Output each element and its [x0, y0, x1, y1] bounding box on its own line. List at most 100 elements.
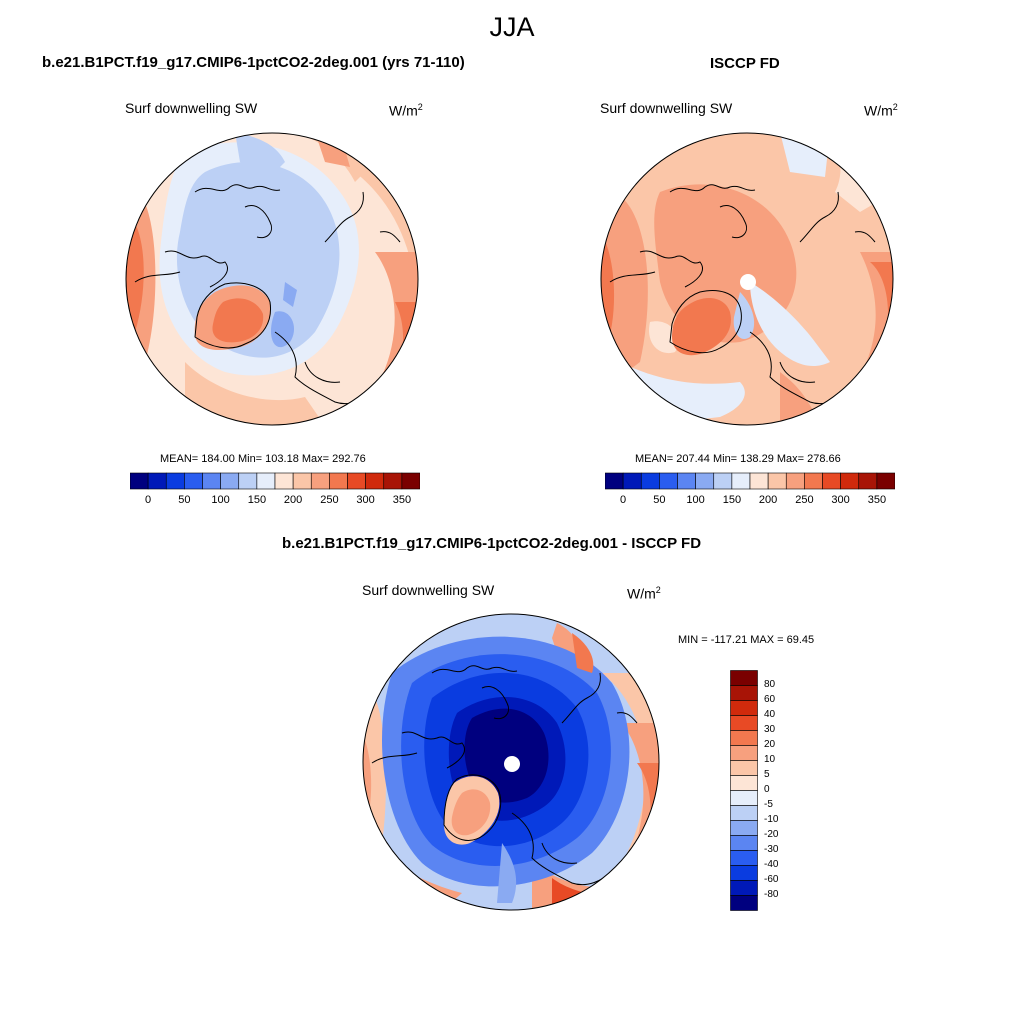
panel-2-colorbar-tick-label: 100 [686, 494, 705, 506]
panel-3-colorbar-tick-label: 30 [764, 724, 776, 735]
panel-1-colorbar-box [184, 472, 203, 490]
panel-3-colorbar-tick-label: -30 [764, 844, 779, 855]
panel-1-colorbar-tick-label: 350 [392, 494, 412, 506]
panel-1-stats: MEAN= 184.00 Min= 103.18 Max= 292.76 [160, 453, 366, 465]
panel-3-colorbar-tick-label: -40 [764, 859, 779, 870]
panel-1-colorbar-box [238, 472, 258, 490]
panel-2-colorbar-box [731, 472, 751, 490]
panel-3-colorbar [730, 670, 758, 911]
panel-3-colorbar-box [730, 850, 758, 866]
panel-3-colorbar-box [730, 835, 758, 851]
panel-1-colorbar-tick-label: 150 [247, 494, 267, 506]
panel-3-colorbar-tick-label: 20 [764, 739, 776, 750]
panel-2-colorbar-box [749, 472, 769, 490]
panel-1-units: W/m2 [389, 102, 423, 119]
panel-2-colorbar-box [605, 472, 624, 490]
panel-1-colorbar-box [274, 472, 294, 490]
panel-1-colorbar-box [165, 472, 185, 490]
panel-3-colorbar-box [730, 745, 758, 761]
panel-2-colorbar-tick-label: 0 [620, 494, 627, 506]
panel-3-colorbar-box [730, 865, 758, 881]
panel-1-variable-label: Surf downwelling SW [125, 100, 258, 116]
panel-2-colorbar-box [659, 472, 678, 490]
panel-3-colorbar-tick-label: 5 [764, 769, 770, 780]
panel-2-colorbar-tick-label: 350 [867, 494, 887, 506]
panel-3-colorbar-tick-label: -80 [764, 889, 779, 900]
panel-1-colorbar-box [202, 472, 221, 490]
panel-1-colorbar-tick-label: 200 [283, 494, 303, 506]
panel-1-colorbar-ticks: 0 50 100 150 200 250 300 350 [130, 494, 420, 510]
panel-1-colorbar-box [383, 472, 403, 490]
panel-1-colorbar-tick-label: 250 [320, 494, 339, 506]
panel-3-colorbar-ticks: 80 60 40 30 20 10 5 0 -5 -10 -20 -30 -40 -60 -80 [762, 670, 802, 911]
panel-2-colorbar-tick-label: 50 [653, 494, 666, 506]
panel-2-colorbar-box [695, 472, 715, 490]
panel-3-colorbar-tick-label: -20 [764, 829, 779, 840]
panel-3-colorbar-tick-label: 10 [764, 754, 776, 765]
panel-3-polar-map [362, 613, 660, 911]
panel-1-colorbar-box [147, 472, 167, 490]
panel-3-colorbar-box [730, 880, 758, 896]
panel-3-colorbar-tick-label: 40 [764, 709, 776, 720]
panel-3-colorbar-box [730, 775, 758, 791]
panel-2-colorbar-box [677, 472, 696, 490]
panel-2-colorbar-tick-label: 200 [758, 494, 778, 506]
panel-1-colorbar [130, 472, 420, 490]
panel-3-colorbar-box [730, 805, 758, 821]
panel-3-colorbar-box [730, 700, 758, 716]
panel-1-title: b.e21.B1PCT.f19_g17.CMIP6-1pctCO2-2deg.0… [42, 54, 465, 71]
panel-3-colorbar-tick-label: 80 [764, 679, 776, 690]
panel-2-colorbar-box [767, 472, 787, 490]
panel-2-colorbar-box [622, 472, 642, 490]
panel-2-colorbar-ticks: 0 50 100 150 200 250 300 350 [605, 494, 895, 510]
panel-3-colorbar-box [730, 895, 758, 911]
panel-3-stats: MIN = -117.21 MAX = 69.45 [678, 634, 815, 646]
panel-2-colorbar-box [876, 472, 895, 490]
panel-1-colorbar-tick-label: 50 [178, 494, 191, 506]
panel-1-colorbar-tick-label: 300 [356, 494, 375, 506]
panel-3-colorbar-box [730, 670, 758, 686]
panel-1-colorbar-box [310, 472, 330, 490]
panel-1-colorbar-box [292, 472, 312, 490]
panel-2-units: W/m2 [864, 102, 898, 119]
panel-2-colorbar-tick-label: 150 [722, 494, 742, 506]
panel-1-colorbar-box [401, 472, 420, 490]
panel-2-colorbar-box [785, 472, 805, 490]
panel-2-title: ISCCP FD [710, 55, 780, 72]
panel-3-colorbar-tick-label: -60 [764, 874, 779, 885]
panel-3-colorbar-box [730, 790, 758, 806]
panel-2-colorbar-tick-label: 250 [795, 494, 814, 506]
panel-2-colorbar [605, 472, 895, 490]
panel-1-colorbar-box [220, 472, 240, 490]
panel-2-colorbar-box [804, 472, 823, 490]
panel-2-colorbar-box [640, 472, 660, 490]
panel-3-colorbar-tick-label: 0 [764, 784, 770, 795]
panel-2-colorbar-tick-label: 300 [831, 494, 850, 506]
panel-3-variable-label: Surf downwelling SW [362, 582, 495, 598]
panel-3-colorbar-tick-label: 60 [764, 694, 776, 705]
panel-3-colorbar-tick-label: -10 [764, 814, 779, 825]
figure-title: JJA [489, 12, 535, 42]
panel-3-units: W/m2 [627, 585, 661, 602]
panel-3-title: b.e21.B1PCT.f19_g17.CMIP6-1pctCO2-2deg.0… [282, 535, 702, 552]
panel-2-colorbar-box [840, 472, 860, 490]
panel-1-colorbar-box [130, 472, 149, 490]
panel-1-colorbar-tick-label: 0 [145, 494, 152, 506]
panel-1-colorbar-tick-label: 100 [211, 494, 230, 506]
panel-2-variable-label: Surf downwelling SW [600, 100, 733, 116]
panel-2-stats: MEAN= 207.44 Min= 138.29 Max= 278.66 [635, 453, 841, 465]
panel-3-colorbar-box [730, 730, 758, 746]
panel-2-colorbar-box [713, 472, 733, 490]
panel-2-colorbar-box [858, 472, 878, 490]
panel-2-colorbar-box [822, 472, 841, 490]
panel-1-polar-map [125, 132, 419, 426]
panel-2-polar-map [600, 132, 894, 426]
panel-3-colorbar-box [730, 715, 758, 731]
panel-3-colorbar-box [730, 760, 758, 776]
panel-1-colorbar-box [256, 472, 276, 490]
panel-3-colorbar-box [730, 685, 758, 701]
panel-3-colorbar-box [730, 820, 758, 836]
panel-1-colorbar-box [365, 472, 385, 490]
panel-3-colorbar-tick-label: -5 [764, 799, 773, 810]
panel-1-colorbar-box [329, 472, 348, 490]
